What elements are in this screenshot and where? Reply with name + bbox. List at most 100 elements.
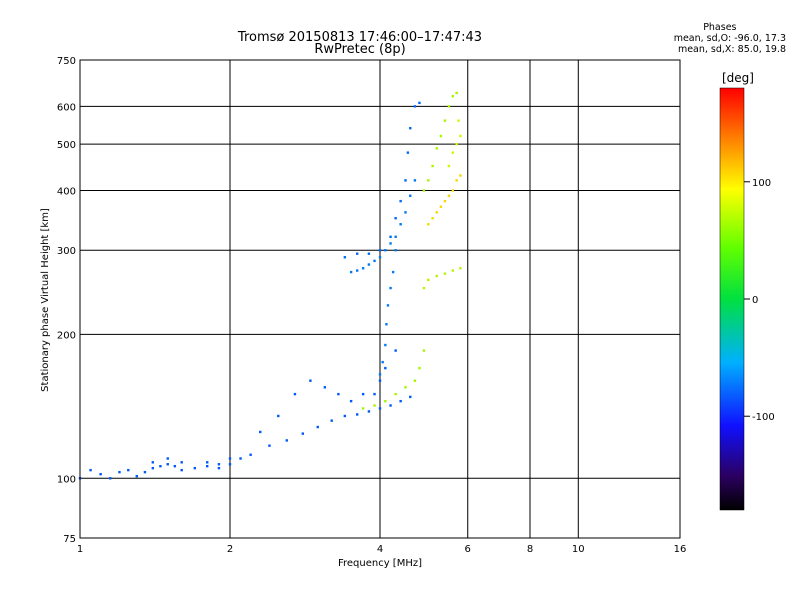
data-point (409, 194, 412, 197)
data-point (427, 223, 430, 226)
y-tick-label: 100 (57, 474, 76, 485)
data-point (459, 134, 462, 138)
data-point (205, 464, 209, 468)
data-point (394, 217, 397, 220)
data-point (217, 466, 221, 470)
data-point (457, 119, 460, 122)
data-point (394, 235, 397, 239)
data-point (367, 263, 371, 266)
data-point (422, 286, 426, 290)
data-point (385, 323, 388, 326)
data-point (205, 461, 209, 464)
data-point (367, 410, 371, 413)
data-point (217, 463, 221, 466)
data-point (239, 457, 242, 460)
colorbar-ticks: 100 0 -100 (744, 178, 775, 423)
data-point (166, 463, 169, 466)
data-point (343, 414, 347, 418)
data-point (439, 134, 443, 138)
data-point (391, 270, 395, 274)
data-point (159, 464, 162, 468)
y-tick-label: 300 (57, 246, 76, 257)
data-point (193, 466, 197, 470)
title-line-2: RwPretec (8p) (314, 42, 406, 57)
data-point (431, 164, 434, 168)
data-points (78, 91, 462, 480)
data-point (451, 94, 455, 98)
data-point (447, 105, 451, 108)
y-tick-label: 200 (57, 330, 76, 341)
data-point (355, 252, 359, 255)
data-point (418, 366, 421, 370)
data-point (455, 142, 458, 146)
data-point (413, 105, 417, 108)
data-point (293, 392, 297, 396)
data-point (301, 432, 305, 435)
data-point (367, 252, 371, 255)
data-point (349, 270, 353, 274)
data-point (435, 147, 438, 150)
data-point (404, 211, 407, 214)
data-point (386, 304, 390, 307)
x-tick-label: 10 (572, 544, 585, 555)
data-point (180, 461, 183, 464)
colorbar (719, 87, 745, 511)
colorbar-tick-label: 100 (752, 178, 771, 189)
phase-stats-x: mean, sd,X: 85.0, 19.8 (677, 44, 786, 55)
data-point (427, 278, 430, 282)
y-tick-label: 750 (57, 56, 76, 67)
title-line-1: Tromsø 20150813 17:46:00–17:47:43 (237, 30, 483, 45)
data-point (394, 392, 397, 396)
data-point (381, 360, 384, 364)
phase-stats: Phases mean, sd,O: -96.0, 17.3 mean, sd,… (674, 22, 786, 55)
data-point (443, 119, 447, 122)
data-point (378, 407, 382, 410)
data-point (435, 211, 438, 214)
data-point (228, 457, 232, 460)
data-point (228, 463, 232, 466)
data-point (249, 453, 252, 456)
x-axis: 1 2 4 6 8 10 16 (77, 544, 687, 555)
plot-frame (79, 59, 681, 539)
data-point (259, 430, 262, 434)
x-tick-label: 2 (227, 544, 233, 555)
data-point (349, 399, 353, 403)
phase-stats-heading: Phases (703, 22, 737, 33)
data-point (127, 468, 130, 472)
phase-stats-o: mean, sd,O: -96.0, 17.3 (673, 33, 786, 44)
data-point (89, 468, 92, 472)
data-point (355, 269, 359, 272)
data-point (447, 194, 451, 197)
data-point (166, 457, 169, 460)
data-point (378, 256, 382, 259)
data-point (361, 392, 365, 396)
data-point (118, 470, 121, 474)
data-point (151, 466, 155, 470)
data-point (355, 413, 359, 416)
data-point (309, 379, 312, 382)
data-point (343, 256, 347, 259)
data-point (422, 189, 426, 192)
data-point (384, 366, 387, 370)
plot-grid (79, 59, 681, 539)
data-point (389, 286, 392, 290)
data-point (143, 470, 147, 474)
data-point (389, 242, 392, 245)
data-point (435, 274, 438, 278)
data-point (443, 199, 447, 203)
data-point (378, 249, 382, 252)
data-point (413, 379, 417, 382)
data-point (316, 425, 319, 429)
data-point (455, 179, 458, 182)
data-point (409, 126, 412, 130)
data-point (399, 199, 402, 203)
data-point (277, 414, 280, 418)
data-point (431, 217, 434, 220)
data-point (384, 399, 387, 403)
data-point (361, 267, 365, 270)
x-tick-label: 4 (377, 544, 383, 555)
data-point (459, 174, 462, 177)
y-tick-label: 600 (57, 102, 76, 113)
data-point (373, 404, 376, 407)
data-point (413, 179, 417, 182)
